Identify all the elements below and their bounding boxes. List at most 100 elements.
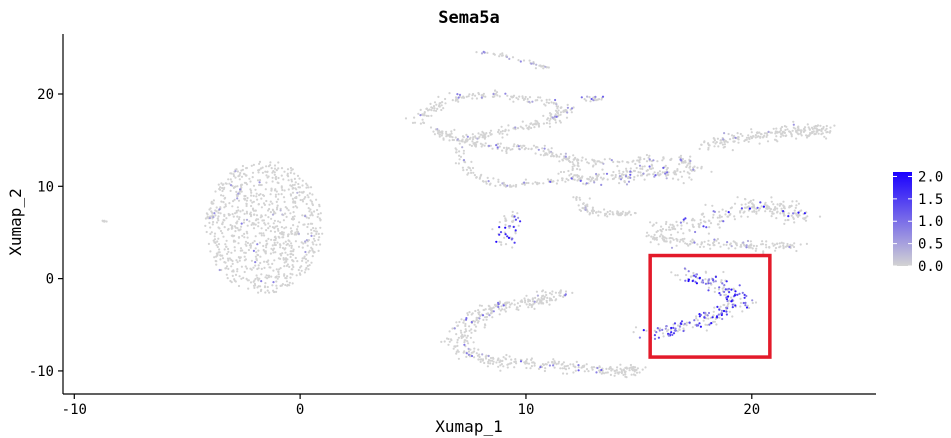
cell-point <box>516 127 520 130</box>
cell-point <box>546 118 549 121</box>
cell-point <box>727 303 730 306</box>
cell-point <box>238 275 241 278</box>
cell-point <box>598 366 601 369</box>
cell-point-expressing <box>544 65 547 68</box>
cell-point <box>248 244 251 247</box>
cell-point <box>795 200 798 203</box>
cell-point <box>790 204 793 207</box>
cell-point <box>707 219 711 222</box>
cell-point <box>628 210 631 213</box>
cell-point <box>253 213 256 216</box>
cell-point <box>562 170 566 174</box>
cell-point <box>562 295 565 298</box>
cell-point <box>284 257 288 260</box>
cell-point <box>714 142 717 145</box>
cell-point <box>776 140 779 143</box>
cell-point <box>287 233 290 236</box>
cell-point <box>649 241 652 244</box>
cell-point <box>681 157 685 161</box>
cell-point <box>484 357 488 360</box>
cell-point <box>311 203 314 207</box>
cell-point <box>504 217 507 220</box>
cell-point <box>545 101 548 104</box>
cell-point <box>279 284 282 287</box>
cell-point <box>678 163 681 166</box>
cell-point <box>623 181 627 184</box>
cell-point <box>578 168 582 171</box>
cell-point <box>470 160 473 163</box>
cell-point-expressing <box>461 146 464 149</box>
cell-point <box>535 290 539 293</box>
cell-point-expressing <box>670 246 674 249</box>
cell-point-expressing <box>553 115 557 118</box>
cell-point <box>570 111 573 114</box>
cell-point <box>238 178 241 181</box>
cell-point-expressing <box>704 282 708 285</box>
cell-point <box>522 98 526 101</box>
cell-point <box>565 365 568 368</box>
cell-point <box>747 306 751 310</box>
cell-point <box>699 221 703 224</box>
cell-point-expressing <box>549 180 552 183</box>
cell-point <box>276 277 279 280</box>
cell-point <box>225 273 228 276</box>
cell-point-expressing <box>304 250 307 254</box>
cell-point <box>609 373 613 376</box>
cell-point-expressing <box>499 231 503 234</box>
cell-point <box>588 213 591 216</box>
cell-point <box>550 293 553 296</box>
cell-point <box>254 255 257 258</box>
cell-point <box>275 208 279 211</box>
cell-point <box>267 237 270 240</box>
cell-point-expressing <box>234 170 237 173</box>
cell-point <box>548 122 551 125</box>
cell-point <box>591 208 594 211</box>
cell-point <box>661 227 665 231</box>
cell-point <box>772 127 775 130</box>
cell-point <box>728 138 732 141</box>
cell-point <box>726 305 729 308</box>
cell-point <box>233 234 236 237</box>
cell-point <box>252 266 255 269</box>
cell-point <box>619 367 622 370</box>
cell-point-expressing <box>519 60 522 63</box>
cell-point <box>550 180 553 183</box>
cell-point <box>246 236 249 239</box>
cell-point <box>492 177 495 180</box>
cell-point <box>614 173 617 177</box>
cell-point <box>517 59 520 62</box>
cell-point <box>440 134 443 137</box>
cell-point <box>204 224 207 227</box>
cell-point <box>587 182 590 185</box>
cell-point <box>621 210 625 213</box>
cell-point <box>214 259 217 263</box>
cell-point <box>602 172 606 175</box>
cell-point <box>720 215 723 218</box>
cell-point <box>554 291 558 294</box>
cell-point <box>272 251 275 254</box>
cell-point <box>506 133 509 136</box>
cell-point <box>216 254 219 257</box>
cell-point <box>438 133 441 136</box>
cell-point <box>261 219 264 222</box>
cell-point <box>788 205 791 208</box>
cell-point <box>795 137 798 140</box>
cell-point <box>559 291 562 294</box>
cell-point <box>277 275 281 278</box>
cell-point <box>508 362 512 365</box>
cell-point <box>213 235 216 238</box>
cell-point <box>246 196 249 200</box>
cell-point <box>797 202 801 205</box>
cell-point-expressing <box>453 327 456 330</box>
cell-point <box>517 98 520 101</box>
cell-point <box>443 340 446 343</box>
cell-point <box>502 146 506 149</box>
cell-point <box>230 180 233 183</box>
cell-point <box>704 203 707 206</box>
cell-point <box>541 65 544 68</box>
cell-point <box>460 331 463 334</box>
cell-point <box>554 113 557 116</box>
cell-point <box>530 357 534 360</box>
cell-point <box>502 356 505 359</box>
cell-point <box>277 198 280 201</box>
